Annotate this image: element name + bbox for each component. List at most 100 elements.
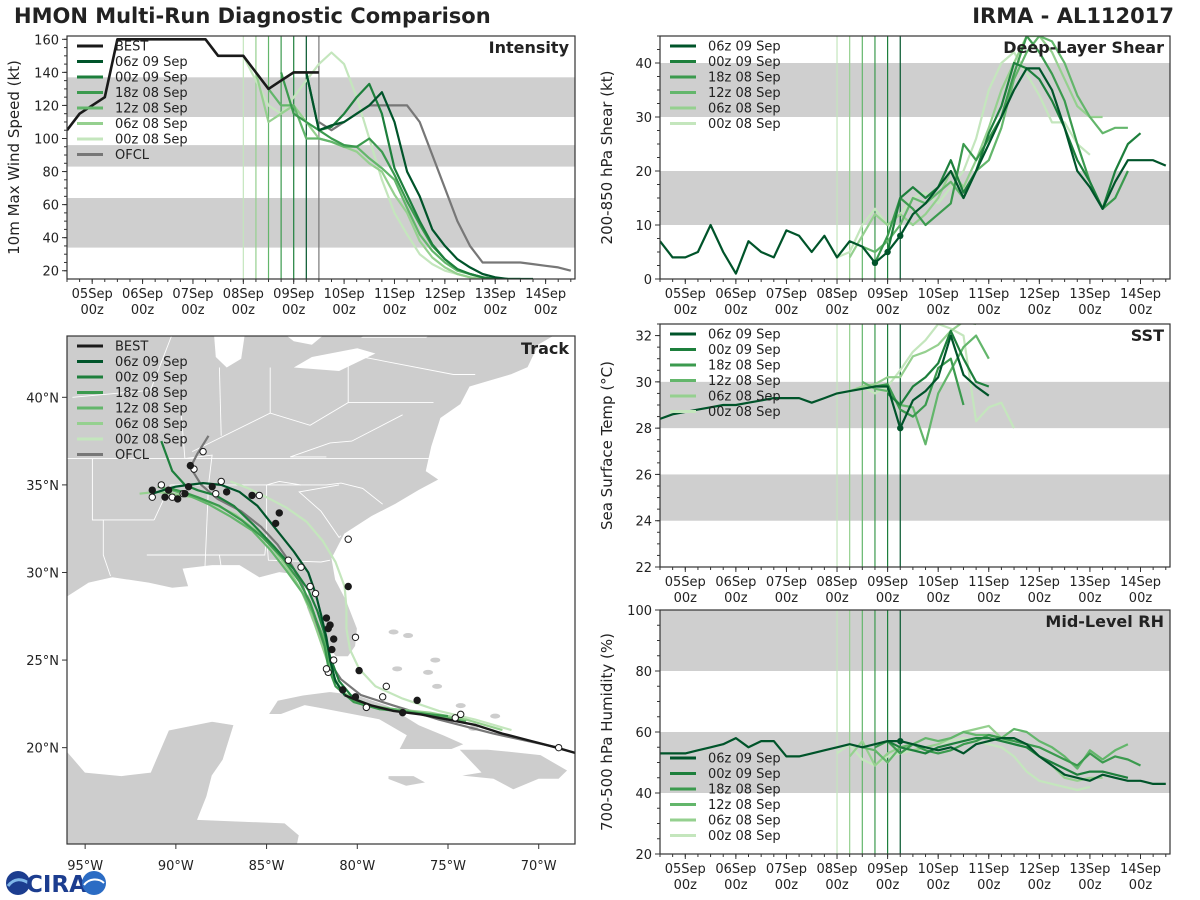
track-position-marker <box>248 491 256 500</box>
lake-huron <box>287 336 323 345</box>
legend-label: BEST <box>115 40 148 55</box>
track-position-marker <box>306 582 314 591</box>
state-border <box>218 484 268 568</box>
track-position-marker <box>554 743 563 752</box>
x-tick-day: 05Sep <box>72 287 113 302</box>
track-line <box>151 482 346 696</box>
y-tick-label: 20 <box>635 848 652 863</box>
track-position-marker <box>311 589 320 598</box>
track-position-marker <box>324 624 332 633</box>
x-tick-hour: 00z <box>674 303 698 318</box>
legend-label: 12z 08 Sep <box>115 102 188 117</box>
band <box>660 474 1170 521</box>
series-line <box>861 36 1128 254</box>
panel-title: Mid-Level RH <box>1045 612 1164 631</box>
legend-label: 12z 08 Sep <box>708 374 781 389</box>
y-tick-label: 22 <box>635 561 652 576</box>
land-bahamas <box>432 683 443 689</box>
track-position-marker <box>217 477 225 486</box>
land-central-america <box>67 720 300 844</box>
x-tick-hour: 00z <box>1129 303 1153 318</box>
track-position-marker <box>413 696 421 705</box>
x-tick-hour: 00z <box>433 303 457 318</box>
legend-label: 06z 08 Sep <box>115 117 188 132</box>
y-tick-label: 100 <box>34 132 59 147</box>
x-tick-hour: 00z <box>926 878 950 893</box>
panel-title: Intensity <box>489 38 570 57</box>
x-tick-hour: 00z <box>1028 878 1052 893</box>
x-tick-hour: 00z <box>977 303 1001 318</box>
y-tick-label: 40 <box>42 232 59 247</box>
x-tick-hour: 00z <box>825 303 849 318</box>
series-line <box>660 223 902 275</box>
x-tick-day: 11Sep <box>968 862 1009 877</box>
storm-id: IRMA - AL112017 <box>972 4 1174 28</box>
y-tick-label: 0 <box>644 273 652 288</box>
legend-label: 00z 09 Sep <box>708 55 781 70</box>
series-line <box>874 733 1141 767</box>
x-tick-hour: 00z <box>876 303 900 318</box>
track-position-marker <box>297 563 305 571</box>
series-line <box>887 736 1129 779</box>
track-position-marker <box>161 493 169 501</box>
legend-label: 12z 08 Sep <box>708 798 781 813</box>
track-position-marker <box>186 461 195 470</box>
land-bahamas <box>388 629 399 635</box>
y-tick-label: 80 <box>635 665 652 680</box>
series-line <box>899 736 1166 786</box>
legend-label: 18z 08 Sep <box>115 86 188 101</box>
lon-tick-label: 90°W <box>158 859 194 874</box>
state-border <box>72 336 172 398</box>
x-tick-day: 13Sep <box>1069 862 1110 877</box>
x-tick-day: 11Sep <box>968 287 1009 302</box>
series-line <box>874 357 965 418</box>
y-tick-label: 140 <box>34 66 59 81</box>
x-tick-hour: 00z <box>1078 878 1102 893</box>
track-position-marker <box>208 482 216 491</box>
x-tick-day: 08Sep <box>817 862 858 877</box>
chart-shear: 01020304005Sep00z06Sep00z07Sep00z08Sep00… <box>598 35 1171 318</box>
x-tick-day: 10Sep <box>918 287 959 302</box>
legend-label: 12z 08 Sep <box>708 86 781 101</box>
x-tick-day: 05Sep <box>665 862 706 877</box>
x-tick-hour: 00z <box>775 591 799 606</box>
lat-tick-label: 25°N <box>26 654 59 669</box>
legend-label: 18z 08 Sep <box>708 359 781 374</box>
plot-frame <box>66 35 576 280</box>
lat-tick-label: 35°N <box>26 479 59 494</box>
x-tick-day: 11Sep <box>968 575 1009 590</box>
lat-tick-label: 40°N <box>26 391 59 406</box>
x-tick-day: 13Sep <box>1069 575 1110 590</box>
track-position-marker <box>330 656 338 664</box>
series-line <box>899 334 990 429</box>
y-axis-label: Sea Surface Temp (°C) <box>598 361 616 530</box>
y-tick-label: 32 <box>635 330 652 345</box>
legend-label: 06z 09 Sep <box>708 40 781 55</box>
land-hispaniola <box>457 749 569 791</box>
y-tick-label: 40 <box>635 57 652 72</box>
panel-title: SST <box>1131 326 1164 345</box>
x-tick-hour: 00z <box>876 591 900 606</box>
state-border <box>204 484 209 570</box>
track-line <box>170 487 449 718</box>
chart-rh: 2040608010005Sep00z06Sep00z07Sep00z08Sep… <box>598 604 1171 893</box>
chart-title: HMON Multi-Run Diagnostic Comparison <box>14 4 491 28</box>
x-tick-hour: 00z <box>674 591 698 606</box>
band <box>67 198 575 248</box>
land-bahamas <box>403 633 414 639</box>
init-point-marker <box>897 232 904 239</box>
track-position-marker <box>199 447 207 456</box>
series-line <box>848 724 1103 782</box>
legend-label: 06z 08 Sep <box>708 390 781 405</box>
series-line <box>267 88 496 279</box>
x-tick-day: 12Sep <box>1019 575 1060 590</box>
state-border <box>362 356 476 375</box>
x-tick-day: 06Sep <box>715 575 756 590</box>
state-border <box>192 402 434 453</box>
lake-michigan <box>214 336 245 368</box>
lon-tick-label: 70°W <box>521 859 557 874</box>
x-tick-day: 09Sep <box>867 287 908 302</box>
x-tick-day: 07Sep <box>766 862 807 877</box>
track-position-marker <box>255 491 264 500</box>
x-tick-hour: 00z <box>825 591 849 606</box>
